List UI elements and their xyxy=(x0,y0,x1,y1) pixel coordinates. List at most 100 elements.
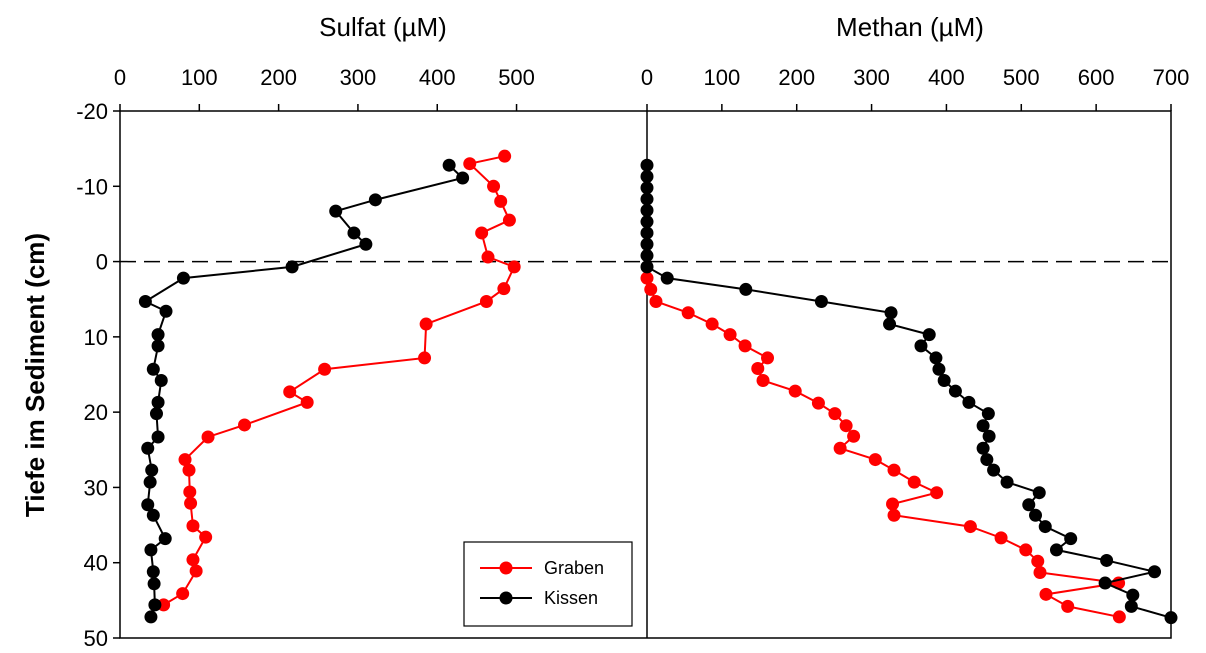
x-tick-label-sulfat: 500 xyxy=(498,65,535,90)
data-point-methan-graben xyxy=(930,486,944,500)
data-point-methan-graben xyxy=(723,328,737,342)
y-tick-label: -20 xyxy=(76,99,108,124)
data-point-sulfat-kissen xyxy=(149,407,163,421)
data-point-methan-kissen xyxy=(1049,543,1063,557)
data-point-methan-graben xyxy=(828,407,842,421)
data-point-methan-graben xyxy=(705,317,719,331)
legend-label-kissen: Kissen xyxy=(544,588,598,608)
data-point-methan-kissen xyxy=(1164,611,1178,625)
data-point-sulfat-graben xyxy=(479,294,493,308)
data-point-methan-kissen xyxy=(937,374,951,388)
data-point-sulfat-kissen xyxy=(147,577,161,591)
legend-marker-graben xyxy=(499,561,513,575)
data-point-methan-graben xyxy=(649,294,663,308)
data-point-sulfat-graben xyxy=(238,418,252,432)
legend-marker-kissen xyxy=(499,591,513,605)
data-point-methan-kissen xyxy=(640,192,654,206)
panel-title-sulfat: Sulfat (µM) xyxy=(319,12,447,42)
data-point-sulfat-graben xyxy=(487,179,501,193)
data-point-methan-graben xyxy=(644,282,658,296)
data-point-methan-graben xyxy=(738,339,752,353)
data-point-methan-kissen xyxy=(1038,520,1052,534)
plot-frame xyxy=(119,110,1172,639)
data-point-methan-kissen xyxy=(640,158,654,172)
x-tick-label-sulfat: 0 xyxy=(114,65,126,90)
data-point-sulfat-graben xyxy=(463,157,477,171)
data-point-methan-graben xyxy=(963,520,977,534)
y-tick-label: 50 xyxy=(84,626,108,648)
data-point-methan-kissen xyxy=(932,362,946,376)
data-point-methan-graben xyxy=(886,497,900,511)
x-tick-label-methan: 0 xyxy=(641,65,653,90)
data-point-methan-kissen xyxy=(929,351,943,365)
series-line-sulfat-kissen xyxy=(143,164,465,618)
series-line-sulfat-graben xyxy=(163,155,516,606)
data-point-sulfat-kissen xyxy=(138,294,152,308)
data-point-sulfat-kissen xyxy=(151,328,165,342)
data-point-sulfat-graben xyxy=(189,564,203,578)
x-tick-label-methan: 300 xyxy=(853,65,890,90)
data-point-methan-kissen xyxy=(1148,565,1162,579)
x-tick-label-methan: 600 xyxy=(1078,65,1115,90)
data-point-methan-graben xyxy=(833,441,847,455)
data-point-methan-kissen xyxy=(1064,532,1078,546)
data-point-methan-graben xyxy=(1031,554,1045,568)
data-point-methan-kissen xyxy=(980,453,994,467)
data-point-sulfat-kissen xyxy=(368,193,382,207)
data-point-methan-kissen xyxy=(660,271,674,285)
data-point-methan-kissen xyxy=(922,328,936,342)
data-point-methan-kissen xyxy=(640,237,654,251)
data-point-methan-graben xyxy=(1112,610,1126,624)
y-axis-label: Tiefe im Sediment (cm) xyxy=(20,233,50,517)
data-point-methan-kissen xyxy=(884,306,898,320)
data-point-methan-graben xyxy=(847,429,861,443)
data-point-sulfat-kissen xyxy=(141,498,155,512)
data-point-methan-kissen xyxy=(1032,486,1046,500)
data-point-methan-kissen xyxy=(1029,508,1043,522)
data-point-methan-graben xyxy=(887,508,901,522)
data-point-methan-graben xyxy=(1019,543,1033,557)
data-point-methan-kissen xyxy=(976,419,990,433)
x-tick-label-methan: 100 xyxy=(703,65,740,90)
series-line-methan-kissen xyxy=(646,165,1172,619)
data-point-methan-kissen xyxy=(1098,576,1112,590)
x-tick-label-sulfat: 400 xyxy=(419,65,456,90)
data-point-sulfat-kissen xyxy=(154,374,168,388)
data-point-sulfat-graben xyxy=(494,194,508,208)
data-point-sulfat-kissen xyxy=(347,226,361,240)
data-point-methan-graben xyxy=(868,453,882,467)
data-point-methan-graben xyxy=(1033,566,1047,580)
x-tick-label-methan: 200 xyxy=(778,65,815,90)
data-point-sulfat-kissen xyxy=(151,339,165,353)
data-point-sulfat-graben xyxy=(507,260,521,274)
data-point-methan-kissen xyxy=(1100,553,1114,567)
data-point-sulfat-kissen xyxy=(456,171,470,185)
x-tick-label-sulfat: 100 xyxy=(181,65,218,90)
data-point-methan-graben xyxy=(751,361,765,375)
y-tick-label: 30 xyxy=(84,475,108,500)
data-point-methan-graben xyxy=(640,271,654,285)
data-point-sulfat-kissen xyxy=(144,610,158,624)
data-point-sulfat-kissen xyxy=(143,475,157,489)
data-point-methan-kissen xyxy=(981,407,995,421)
data-point-methan-graben xyxy=(887,463,901,477)
data-point-methan-kissen xyxy=(739,282,753,296)
x-tick-label-methan: 400 xyxy=(928,65,965,90)
data-point-sulfat-kissen xyxy=(146,508,160,522)
data-point-sulfat-kissen xyxy=(145,463,159,477)
y-tick-label: 0 xyxy=(96,250,108,275)
data-point-sulfat-kissen xyxy=(176,271,190,285)
data-point-sulfat-graben xyxy=(318,362,332,376)
data-point-methan-graben xyxy=(788,384,802,398)
data-point-sulfat-kissen xyxy=(442,158,456,172)
data-point-sulfat-kissen xyxy=(146,565,160,579)
data-point-sulfat-graben xyxy=(178,453,192,467)
data-point-methan-kissen xyxy=(1022,498,1036,512)
data-point-methan-kissen xyxy=(640,226,654,240)
data-point-sulfat-graben xyxy=(176,587,190,601)
data-point-methan-graben xyxy=(907,475,921,489)
data-point-methan-kissen xyxy=(1000,475,1014,489)
data-point-methan-graben xyxy=(839,419,853,433)
legend-label-graben: Graben xyxy=(544,558,604,578)
data-point-sulfat-graben xyxy=(186,553,200,567)
